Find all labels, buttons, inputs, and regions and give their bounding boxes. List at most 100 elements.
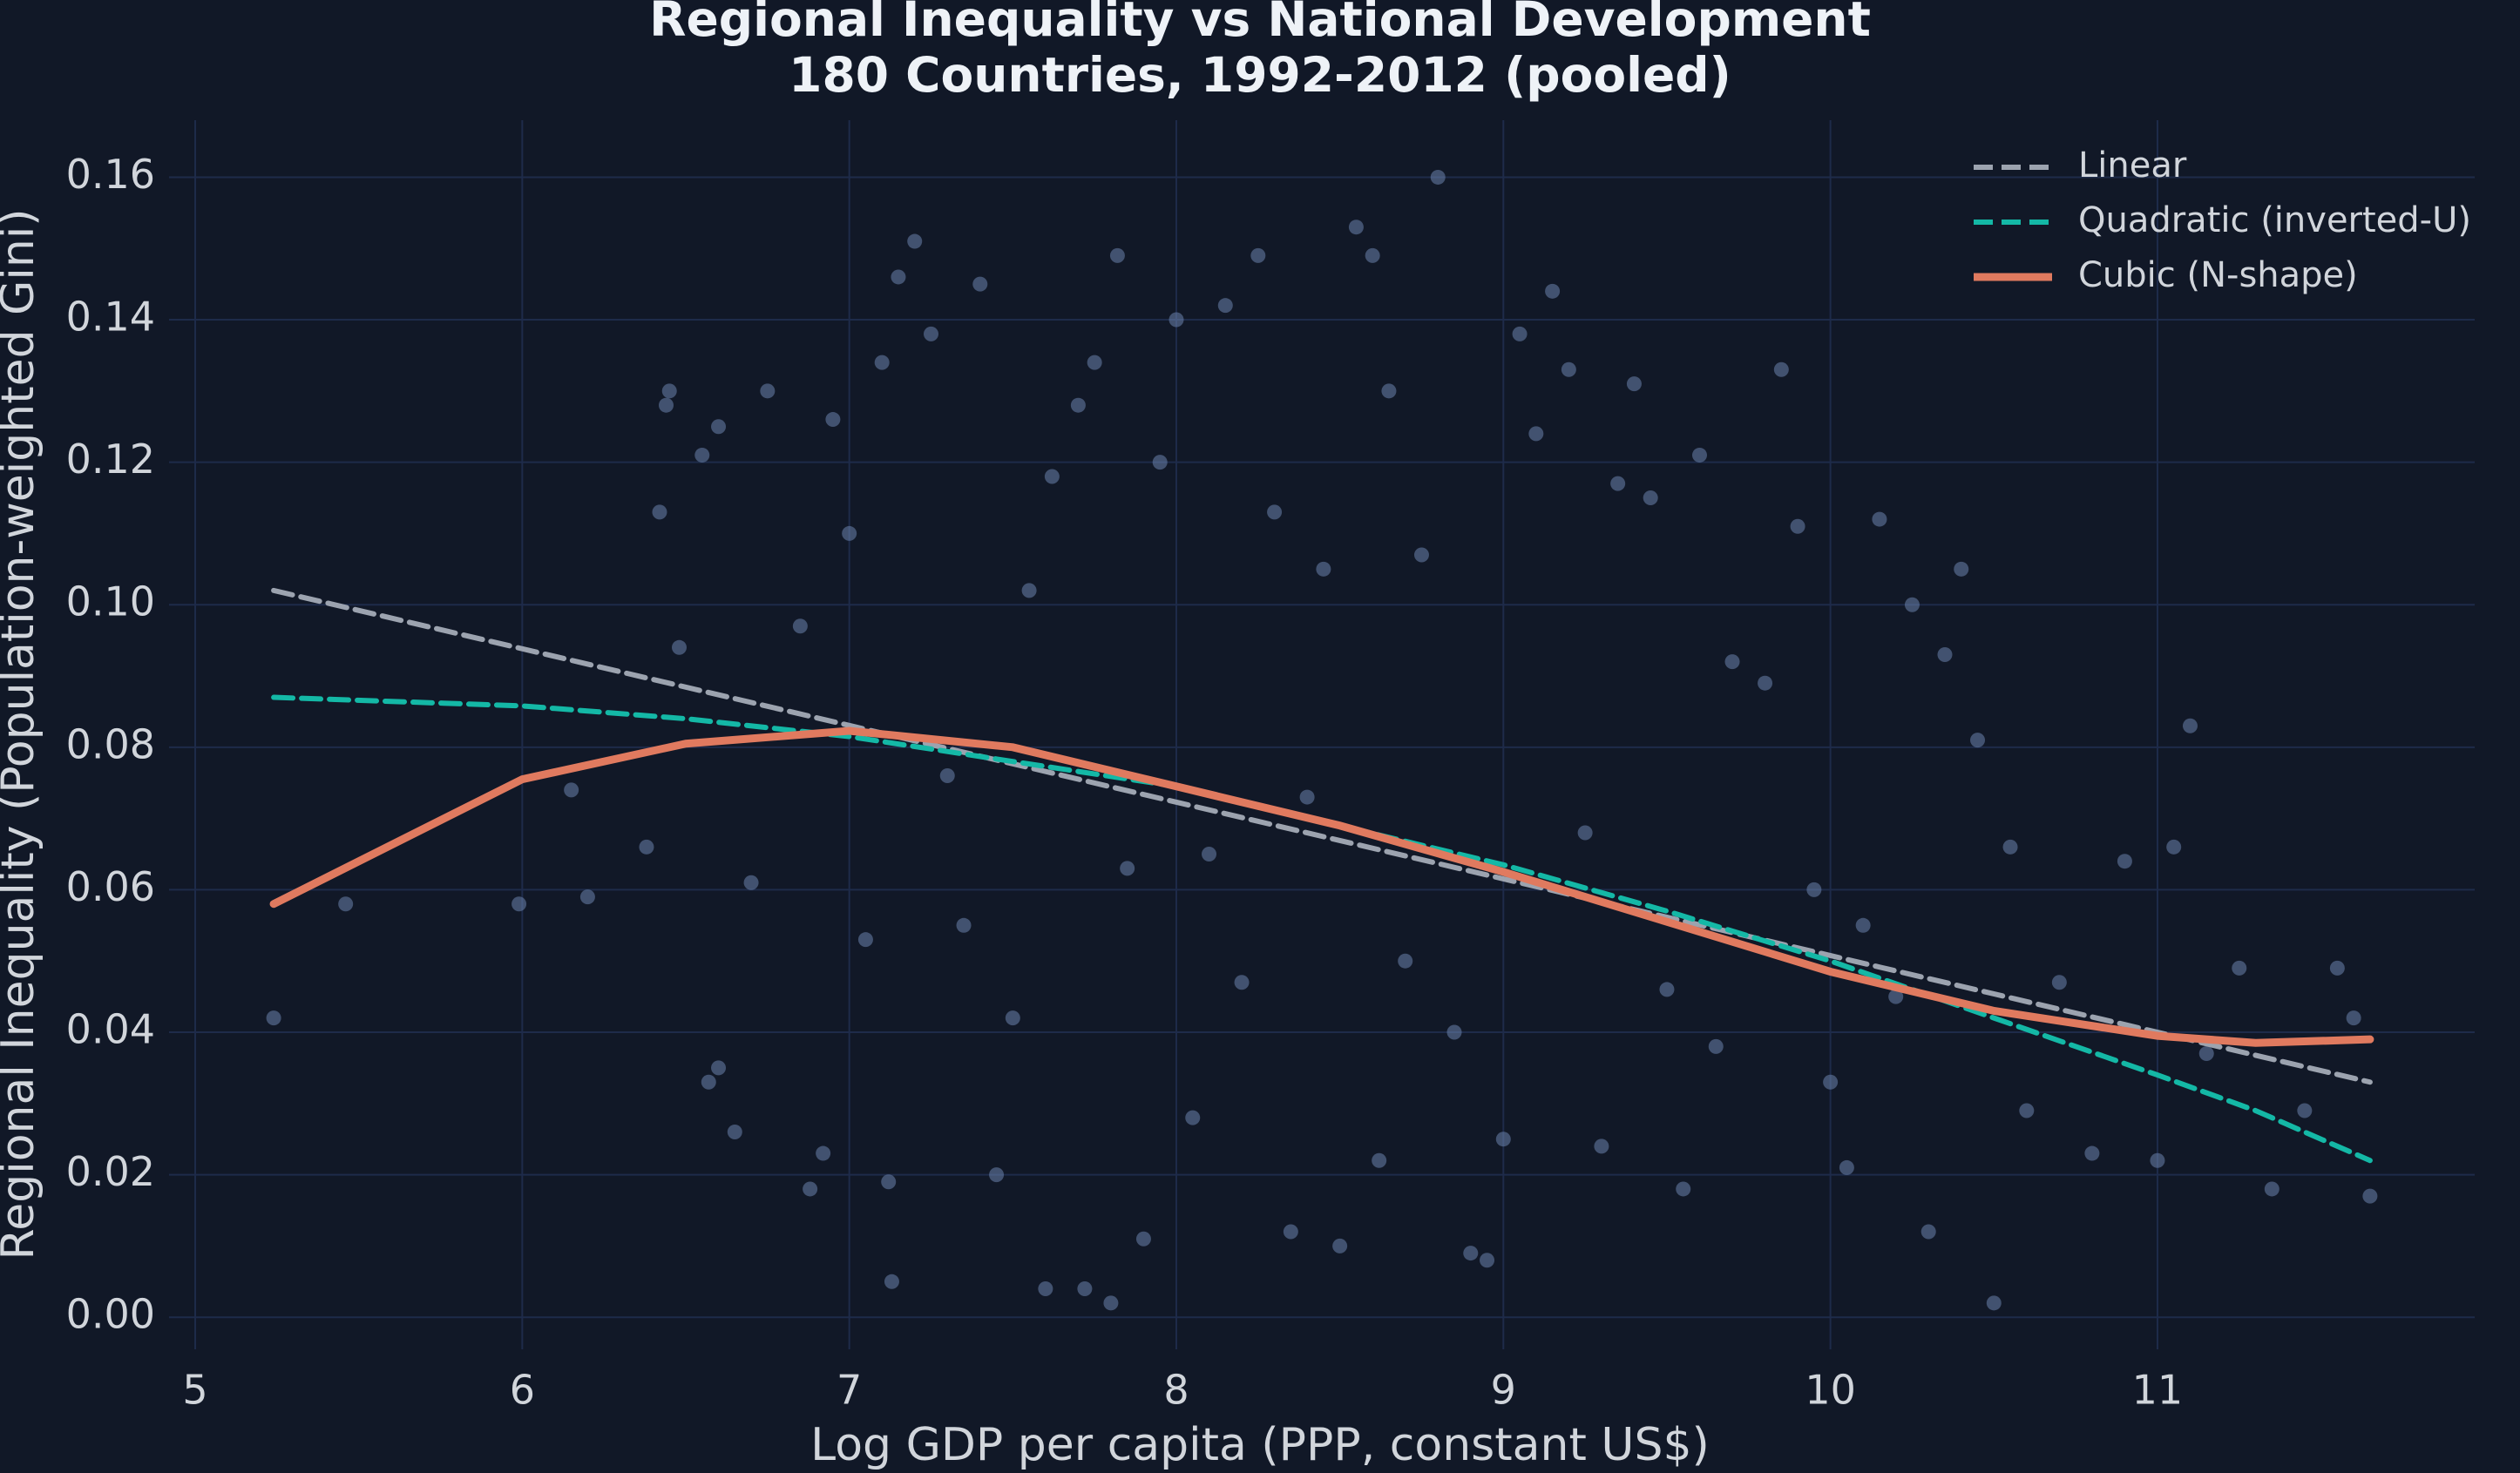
y-tick-label: 0.02 xyxy=(66,1148,155,1195)
data-point xyxy=(2150,1152,2165,1168)
data-point xyxy=(1528,426,1544,442)
data-point xyxy=(1610,476,1626,491)
data-point xyxy=(1332,1238,1348,1253)
data-point xyxy=(1299,789,1315,805)
x-tick-label: 6 xyxy=(510,1367,535,1414)
data-point xyxy=(1038,1280,1053,1296)
data-point xyxy=(874,355,890,370)
data-point xyxy=(1495,1132,1511,1147)
data-point xyxy=(743,875,759,890)
data-point xyxy=(907,233,923,249)
data-point xyxy=(1724,654,1740,670)
data-point xyxy=(1070,397,1086,413)
data-point xyxy=(1594,1139,1609,1154)
data-point xyxy=(1348,220,1364,235)
fit-line xyxy=(271,587,2373,1085)
x-tick-label: 5 xyxy=(182,1367,207,1414)
data-point xyxy=(1202,847,1217,862)
x-tick-label: 10 xyxy=(1805,1367,1856,1414)
data-point xyxy=(1626,376,1642,392)
data-point xyxy=(2198,1046,2214,1062)
data-point xyxy=(2362,1188,2378,1204)
data-point xyxy=(652,504,667,520)
y-tick-label: 0.08 xyxy=(66,720,155,767)
data-point xyxy=(1708,1038,1724,1054)
data-point xyxy=(972,276,988,292)
y-tick-label: 0.04 xyxy=(66,1006,155,1053)
data-point xyxy=(1267,504,1283,520)
data-point xyxy=(891,269,906,285)
data-point xyxy=(1512,326,1528,341)
data-point xyxy=(1463,1246,1479,1261)
data-point xyxy=(658,397,674,413)
data-point xyxy=(711,1060,727,1076)
data-point xyxy=(803,1181,818,1197)
data-point xyxy=(1120,861,1135,876)
data-point xyxy=(1109,247,1125,263)
data-point xyxy=(1676,1181,1691,1197)
data-point xyxy=(1283,1224,1298,1240)
data-point xyxy=(1005,1010,1020,1026)
data-point xyxy=(1577,825,1593,841)
data-point xyxy=(2051,975,2067,990)
data-point xyxy=(338,896,354,912)
data-point xyxy=(1904,597,1920,612)
data-point xyxy=(511,896,527,912)
y-tick-label: 0.12 xyxy=(66,436,155,483)
y-tick-label: 0.10 xyxy=(66,578,155,625)
data-point xyxy=(1103,1295,1119,1311)
data-point xyxy=(1152,455,1168,470)
data-point xyxy=(1643,490,1658,506)
data-point xyxy=(1316,561,1331,577)
data-point xyxy=(1044,469,1060,484)
data-point xyxy=(2117,854,2132,869)
data-point xyxy=(1185,1110,1201,1125)
data-point xyxy=(701,1074,716,1090)
data-point xyxy=(1365,247,1380,263)
data-point xyxy=(1169,312,1184,328)
data-point xyxy=(881,1174,897,1190)
data-point xyxy=(2019,1103,2035,1118)
data-point xyxy=(1398,953,1413,969)
x-tick-label: 9 xyxy=(1491,1367,1516,1414)
data-point xyxy=(1446,1024,1462,1040)
data-point xyxy=(1691,447,1707,463)
data-point xyxy=(1545,283,1561,299)
data-point xyxy=(564,782,579,798)
data-point xyxy=(884,1274,899,1289)
data-point xyxy=(1021,583,1037,598)
data-point xyxy=(1954,561,1969,577)
data-point xyxy=(1970,733,1986,748)
data-point xyxy=(711,419,727,435)
data-point xyxy=(857,932,873,948)
data-point xyxy=(825,412,841,428)
x-tick-label: 11 xyxy=(2132,1367,2184,1414)
data-point xyxy=(1937,646,1953,662)
x-tick-label: 8 xyxy=(1163,1367,1189,1414)
fit-line xyxy=(269,726,2374,1047)
data-point xyxy=(1872,511,1887,527)
data-point xyxy=(1372,1152,1387,1168)
data-point xyxy=(1790,518,1805,534)
legend-label: Cubic (N-shape) xyxy=(2078,255,2358,295)
data-point xyxy=(1920,1224,1936,1240)
data-point xyxy=(1773,361,1789,377)
data-point xyxy=(939,768,955,784)
data-point xyxy=(1135,1231,1151,1247)
data-point xyxy=(989,1167,1005,1183)
data-point xyxy=(842,525,857,541)
data-point xyxy=(1430,169,1446,185)
y-tick-label: 0.00 xyxy=(66,1291,155,1338)
legend-label: Linear xyxy=(2078,145,2187,186)
data-point xyxy=(816,1145,831,1161)
data-point xyxy=(1087,355,1102,370)
data-point xyxy=(2002,839,2018,855)
x-tick-label: 7 xyxy=(837,1367,862,1414)
data-point xyxy=(1234,975,1250,990)
data-point xyxy=(1561,361,1576,377)
data-point xyxy=(727,1125,742,1140)
data-point xyxy=(2264,1181,2280,1197)
data-point xyxy=(1888,989,1904,1004)
